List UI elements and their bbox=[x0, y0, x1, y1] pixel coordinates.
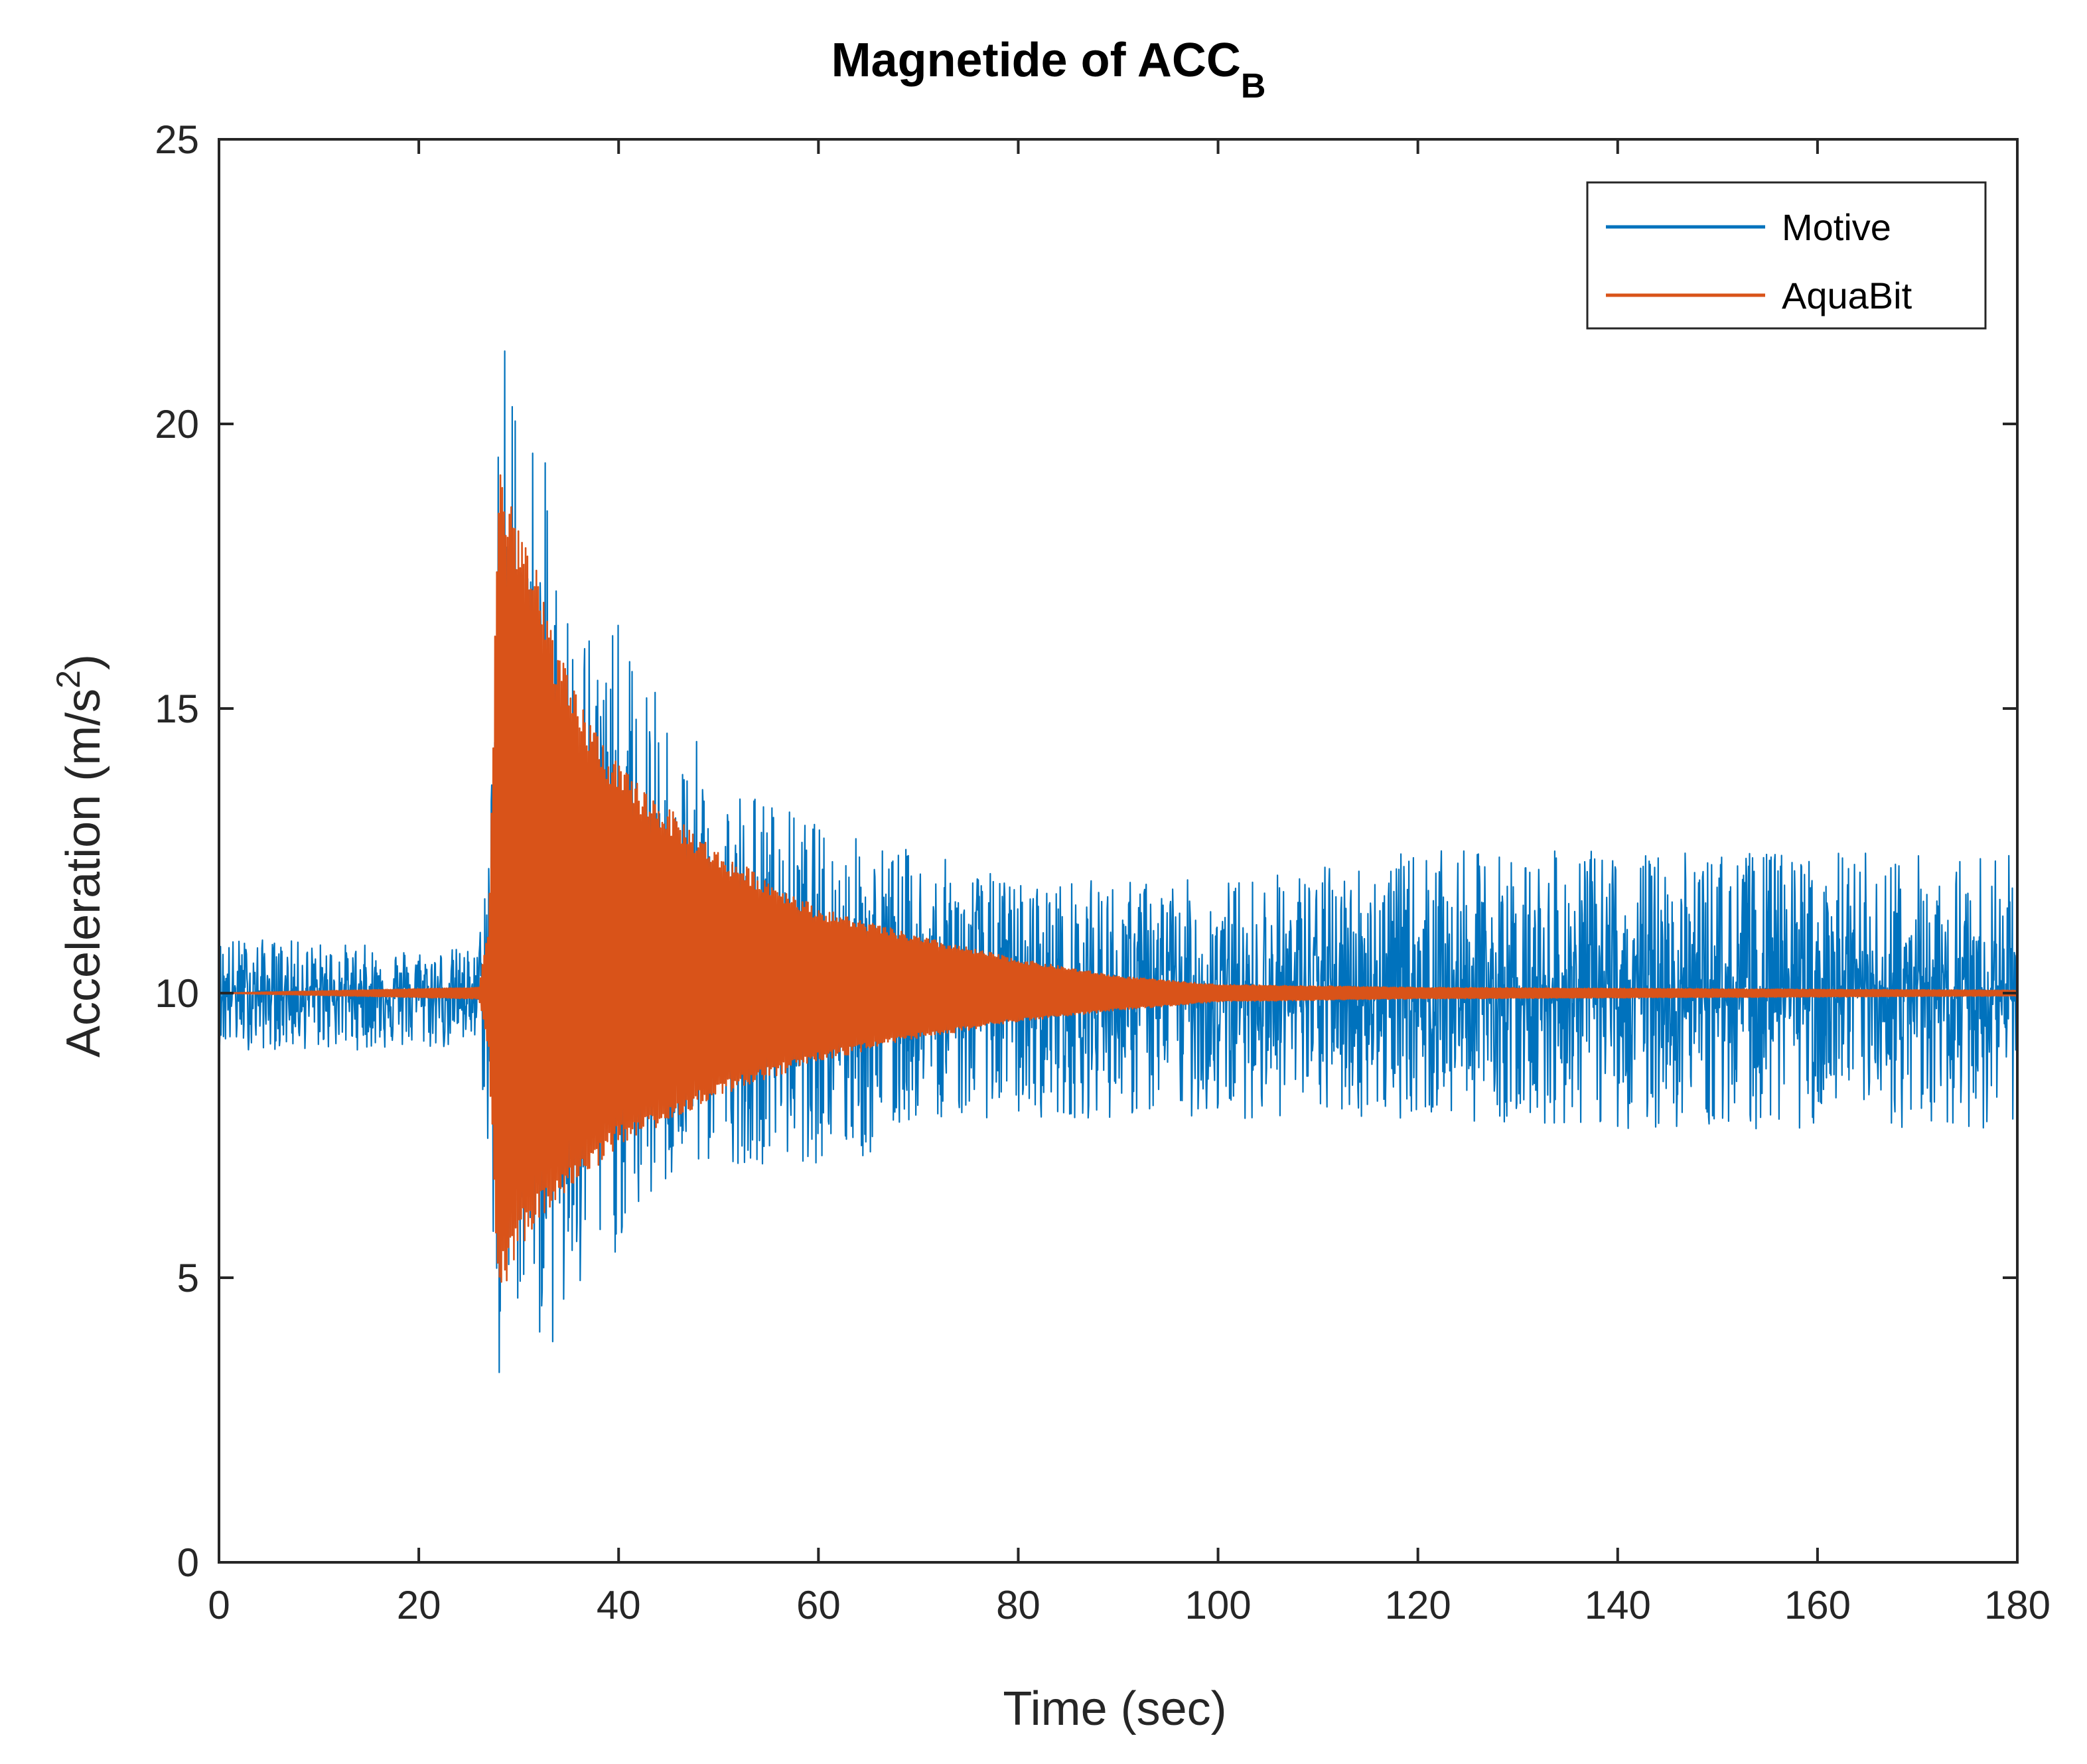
y-tick-label: 25 bbox=[155, 117, 199, 162]
x-tick-label: 100 bbox=[1185, 1583, 1252, 1627]
x-tick-label: 40 bbox=[597, 1583, 641, 1627]
chart-title: Magnetide of ACCB bbox=[831, 34, 1266, 105]
x-tick-label: 160 bbox=[1784, 1583, 1851, 1627]
y-axis-label: Acceleration (m/s2) bbox=[50, 654, 110, 1057]
x-tick-label: 20 bbox=[397, 1583, 441, 1627]
legend-label-aquabit: AquaBit bbox=[1782, 275, 1912, 316]
y-axis: 0 5 10 15 20 25 bbox=[155, 117, 2017, 1585]
x-tick-label: 60 bbox=[796, 1583, 841, 1627]
plot-area bbox=[219, 139, 2017, 1562]
legend: Motive AquaBit bbox=[1586, 181, 1987, 330]
y-tick-label: 0 bbox=[177, 1540, 199, 1585]
y-axis-label-suffix: ) bbox=[57, 654, 110, 670]
x-tick-label: 180 bbox=[1984, 1583, 2051, 1627]
series-line-aquabit bbox=[219, 474, 2017, 1283]
x-axis-label: Time (sec) bbox=[1003, 1682, 1226, 1735]
chart-title-main: Magnetide of ACC bbox=[831, 34, 1241, 87]
x-tick-label: 120 bbox=[1385, 1583, 1451, 1627]
legend-box bbox=[1586, 181, 1987, 330]
series-aquabit bbox=[219, 474, 2017, 1283]
legend-label-motive: Motive bbox=[1782, 206, 1891, 248]
x-tick-label: 0 bbox=[208, 1583, 230, 1627]
y-axis-label-main: Acceleration (m/s bbox=[57, 689, 110, 1057]
x-tick-label: 140 bbox=[1585, 1583, 1651, 1627]
plot-frame bbox=[218, 138, 2019, 1564]
y-tick-label: 20 bbox=[155, 402, 199, 446]
y-axis-label-superscript: 2 bbox=[50, 670, 87, 689]
series-layer bbox=[218, 350, 2018, 1373]
y-tick-label: 15 bbox=[155, 687, 199, 731]
y-tick-label: 5 bbox=[177, 1256, 199, 1300]
x-axis: 0 20 40 60 80 100 120 140 160 180 bbox=[208, 139, 2051, 1627]
chart-title-subscript: B bbox=[1241, 67, 1266, 105]
x-tick-label: 80 bbox=[996, 1583, 1041, 1627]
y-tick-label: 10 bbox=[155, 971, 199, 1016]
